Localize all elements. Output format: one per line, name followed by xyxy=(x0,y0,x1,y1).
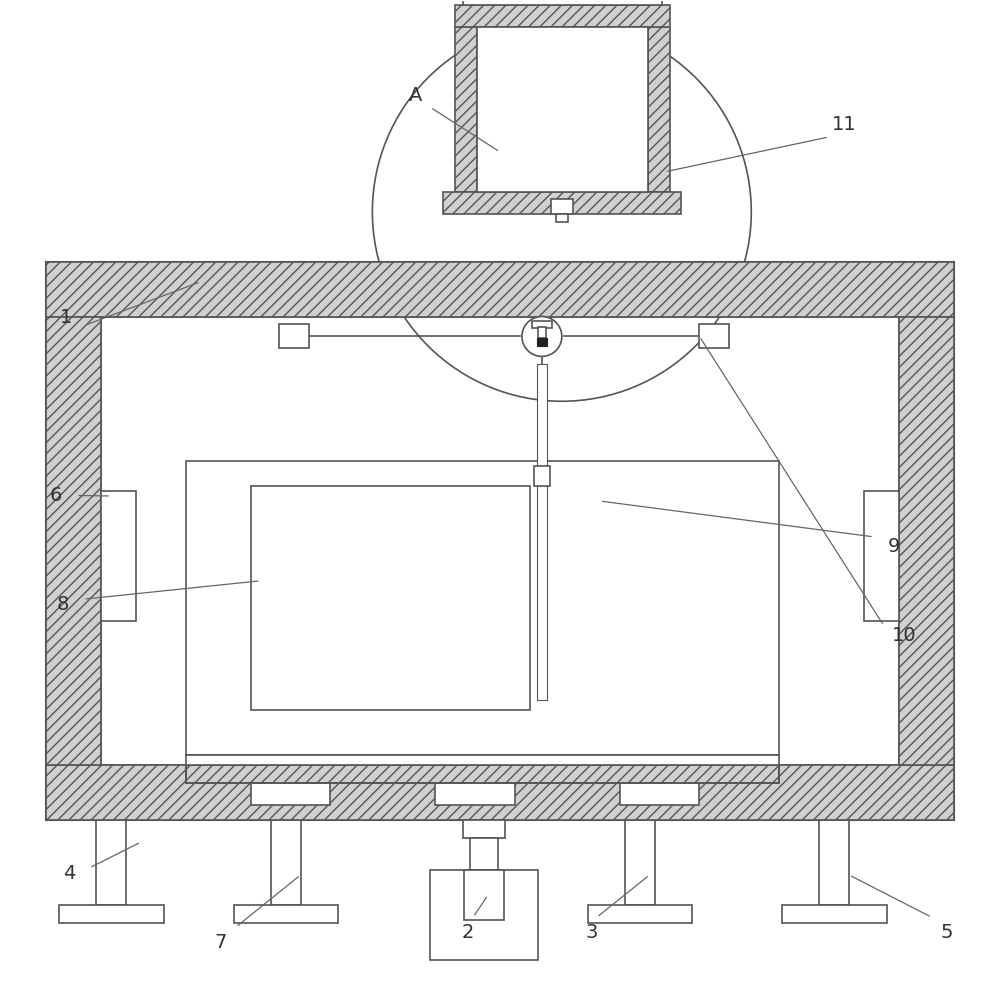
Circle shape xyxy=(372,23,751,401)
Bar xyxy=(532,321,552,328)
Bar xyxy=(186,461,779,755)
Bar xyxy=(46,262,954,316)
Bar xyxy=(279,324,309,349)
Bar xyxy=(648,28,670,192)
Text: 10: 10 xyxy=(892,626,916,645)
Bar xyxy=(588,905,692,923)
Bar xyxy=(251,782,330,805)
Circle shape xyxy=(522,316,562,357)
Bar xyxy=(899,316,954,765)
Bar xyxy=(59,905,164,923)
Text: 11: 11 xyxy=(832,115,856,135)
Bar xyxy=(537,339,547,347)
Bar xyxy=(463,821,505,838)
Text: 5: 5 xyxy=(940,923,953,941)
Text: 9: 9 xyxy=(888,537,900,556)
Bar xyxy=(234,905,338,923)
Bar xyxy=(464,870,504,920)
Bar xyxy=(699,324,729,349)
Text: 6: 6 xyxy=(50,486,62,505)
Bar xyxy=(556,214,568,222)
Bar xyxy=(435,782,515,805)
Bar xyxy=(46,765,954,821)
Bar xyxy=(463,0,662,5)
Text: 2: 2 xyxy=(462,923,474,941)
Bar xyxy=(551,199,573,214)
Bar xyxy=(534,466,550,486)
Bar xyxy=(538,327,546,339)
Text: 8: 8 xyxy=(57,595,69,613)
Bar xyxy=(455,28,477,192)
Bar xyxy=(477,28,648,192)
Bar xyxy=(96,821,126,905)
Bar xyxy=(46,316,101,765)
Text: 7: 7 xyxy=(215,933,227,951)
Bar xyxy=(186,765,779,783)
Bar xyxy=(251,486,530,711)
Bar xyxy=(271,821,301,905)
Bar xyxy=(620,782,699,805)
Bar xyxy=(782,905,887,923)
Bar xyxy=(537,365,547,701)
Bar xyxy=(186,755,779,765)
Bar xyxy=(430,870,538,959)
Bar xyxy=(864,491,899,620)
Text: A: A xyxy=(409,86,422,105)
Bar xyxy=(101,491,136,620)
Text: 1: 1 xyxy=(60,308,72,327)
Text: 4: 4 xyxy=(63,863,75,883)
Bar xyxy=(625,821,655,905)
Bar xyxy=(470,838,498,870)
Bar xyxy=(819,821,849,905)
Text: 3: 3 xyxy=(586,923,598,941)
Bar xyxy=(186,765,779,783)
Bar xyxy=(455,5,670,28)
Bar xyxy=(443,192,681,214)
